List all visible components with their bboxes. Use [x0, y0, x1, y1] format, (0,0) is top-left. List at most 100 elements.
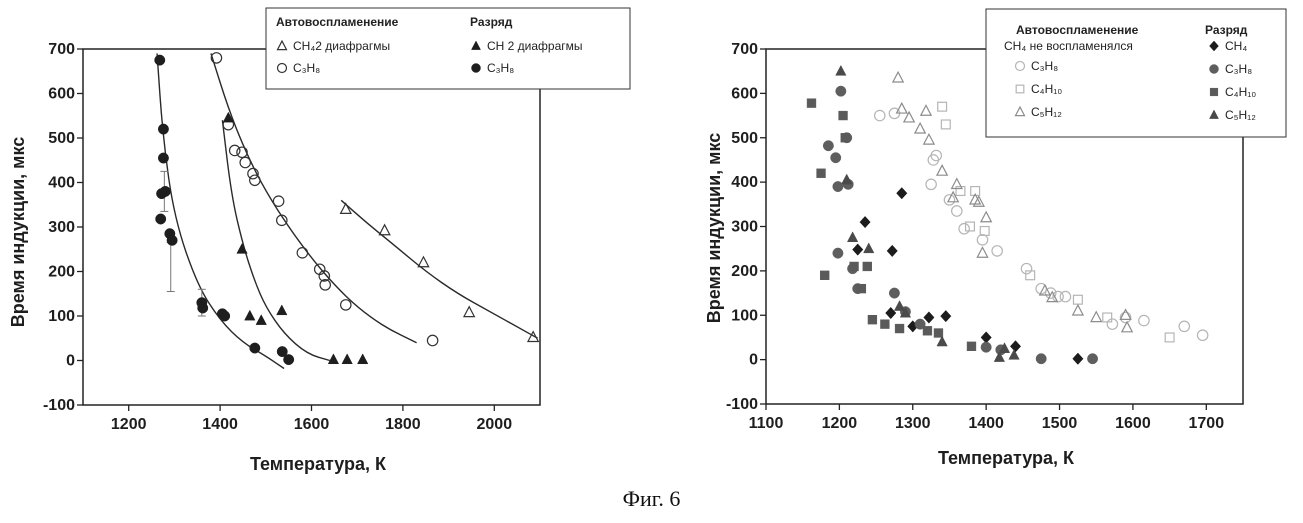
data-point	[860, 216, 870, 227]
data-point	[875, 110, 885, 120]
data-point	[897, 103, 907, 113]
data-point	[853, 244, 863, 255]
y-tick-label: -100	[43, 397, 75, 414]
data-point	[328, 354, 338, 364]
left-fit-curves	[157, 53, 538, 368]
data-point	[820, 271, 829, 280]
data-point	[924, 312, 934, 323]
x-tick-label: 1200	[111, 416, 147, 433]
data-point	[981, 332, 991, 343]
data-point	[894, 301, 904, 311]
data-point	[937, 165, 947, 175]
data-point	[864, 243, 874, 253]
data-point	[158, 124, 168, 134]
data-point	[836, 65, 846, 75]
right-legend-note: CH₄ не воспламенялся	[1004, 39, 1133, 53]
y-tick-label: 700	[48, 41, 75, 58]
legend-label: C₄H₁₀	[1225, 85, 1256, 99]
data-point	[977, 247, 987, 257]
legend-label: C₃H₈	[1225, 62, 1252, 76]
data-point	[895, 324, 904, 333]
data-point	[977, 235, 987, 245]
y-tick-label: 100	[731, 307, 758, 324]
legend-label: C₅H₁₂	[1225, 108, 1256, 122]
data-point	[1165, 333, 1174, 342]
data-point	[938, 102, 947, 111]
legend-marker	[1210, 65, 1219, 74]
left-data-points	[155, 53, 539, 365]
data-point	[863, 262, 872, 271]
y-tick-label: 200	[48, 264, 75, 281]
data-point	[273, 196, 283, 206]
legend-label: C₅H₁₂	[1031, 105, 1062, 119]
right-x-axis-label: Температура, К	[938, 448, 1075, 468]
fit-curve	[211, 53, 417, 342]
data-point	[915, 123, 925, 133]
data-point	[850, 262, 859, 271]
data-point	[857, 284, 866, 293]
legend-label: C₃H₈	[1031, 59, 1058, 73]
y-tick-label: 100	[48, 308, 75, 325]
data-point	[842, 174, 852, 184]
right-chart: 1100120013001400150016001700-10001002003…	[704, 9, 1286, 468]
y-tick-label: 0	[749, 352, 758, 369]
data-point	[1010, 341, 1020, 352]
legend-label: C₄H₁₀	[1031, 82, 1062, 96]
left-legend: Автовоспламенение Разряд CH₄2 диафрагмыC…	[266, 8, 630, 89]
data-point	[831, 153, 841, 163]
data-point	[934, 329, 943, 338]
y-tick-label: 200	[731, 263, 758, 280]
data-point	[868, 315, 877, 324]
legend-label: CH 2 диафрагмы	[487, 39, 583, 53]
right-y-axis-label: Время индукции, мкс	[704, 133, 724, 324]
data-point	[1060, 291, 1070, 301]
data-point	[1009, 349, 1019, 359]
legend-marker	[472, 64, 481, 73]
data-point	[893, 72, 903, 82]
left-plot-frame	[83, 49, 540, 405]
data-point	[836, 86, 846, 96]
left-x-axis-label: Температура, К	[250, 454, 387, 474]
data-point	[379, 225, 389, 235]
data-point	[156, 188, 166, 198]
data-point	[1091, 312, 1101, 322]
data-point	[1197, 330, 1207, 340]
data-point	[833, 181, 843, 191]
data-point	[297, 248, 307, 258]
right-legend: Автовоспламенение Разряд CH₄ не воспламе…	[986, 9, 1286, 137]
data-point	[941, 310, 951, 321]
data-point	[198, 303, 208, 313]
data-point	[926, 179, 936, 189]
left-y-axis-label: Время индукции, мкс	[8, 137, 28, 328]
data-point	[418, 257, 428, 267]
data-point	[923, 326, 932, 335]
y-tick-label: 300	[48, 219, 75, 236]
left-chart: 12001400160018002000-1000100200300400500…	[8, 8, 630, 474]
right-legend-header-ignition: Автовоспламенение	[1016, 23, 1139, 37]
data-point	[464, 307, 474, 317]
legend-label: C₃H₈	[293, 61, 320, 75]
data-point	[1073, 295, 1082, 304]
data-point	[167, 235, 177, 245]
x-tick-label: 1300	[895, 415, 931, 432]
y-tick-label: 600	[48, 86, 75, 103]
data-point	[1073, 353, 1083, 364]
x-tick-label: 1100	[749, 415, 784, 432]
x-tick-label: 1200	[822, 415, 858, 432]
y-tick-label: 500	[48, 130, 75, 147]
data-point	[959, 224, 969, 234]
x-tick-label: 1500	[1042, 415, 1078, 432]
y-tick-label: 400	[731, 174, 758, 191]
data-point	[427, 335, 437, 345]
fit-curve	[157, 53, 284, 368]
data-point	[967, 342, 976, 351]
data-point	[1036, 354, 1046, 364]
left-legend-header-ignition: Автовоспламенение	[276, 15, 399, 29]
data-point	[833, 248, 843, 258]
figure-caption: Фиг. 6	[0, 486, 1303, 512]
data-point	[1139, 315, 1149, 325]
data-point	[880, 320, 889, 329]
y-tick-label: 700	[731, 41, 758, 58]
legend-label: CH₄	[1225, 39, 1247, 53]
